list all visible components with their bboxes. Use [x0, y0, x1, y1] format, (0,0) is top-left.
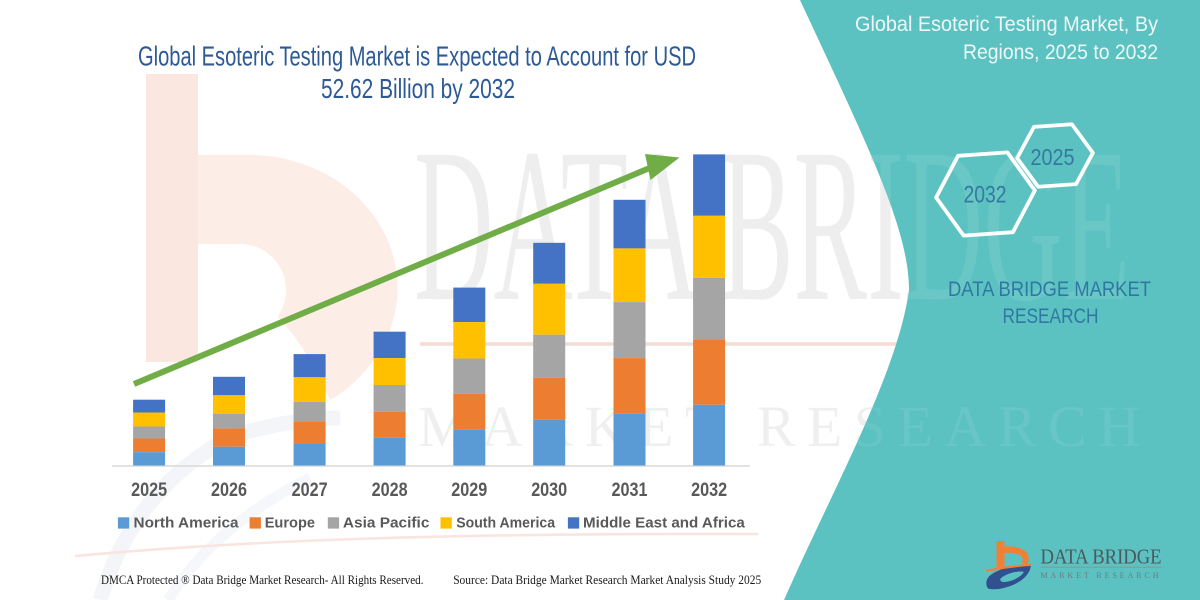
- svg-text:Global Esoteric Testing Market: Global Esoteric Testing Market, By: [855, 13, 1158, 36]
- svg-text:Source: Data Bridge Market Res: Source: Data Bridge Market Research Mark…: [453, 573, 761, 587]
- svg-text:2032: 2032: [964, 182, 1007, 209]
- svg-text:2025: 2025: [131, 480, 167, 501]
- svg-text:2027: 2027: [292, 480, 328, 501]
- svg-text:2029: 2029: [451, 480, 487, 501]
- svg-text:Europe: Europe: [265, 515, 315, 532]
- svg-text:DATA BRIDGE: DATA BRIDGE: [1041, 545, 1162, 569]
- svg-text:RESEARCH: RESEARCH: [1003, 304, 1099, 328]
- svg-text:2025: 2025: [1031, 144, 1075, 170]
- svg-text:DMCA Protected ® Data Bridge M: DMCA Protected ® Data Bridge Market Rese…: [101, 573, 424, 587]
- svg-text:2031: 2031: [612, 480, 648, 501]
- svg-text:Middle East and Africa: Middle East and Africa: [583, 515, 745, 532]
- svg-text:South America: South America: [456, 515, 556, 532]
- svg-text:North America: North America: [134, 515, 240, 532]
- svg-text:DATA BRIDGE MARKET: DATA BRIDGE MARKET: [948, 277, 1151, 301]
- svg-text:2026: 2026: [211, 480, 247, 501]
- svg-text:2032: 2032: [691, 480, 727, 501]
- svg-text:52.62 Billion by 2032: 52.62 Billion by 2032: [321, 73, 515, 104]
- svg-text:Asia Pacific: Asia Pacific: [343, 515, 430, 532]
- svg-text:Global Esoteric Testing Market: Global Esoteric Testing Market is Expect…: [138, 41, 696, 72]
- svg-text:2030: 2030: [531, 480, 567, 501]
- svg-text:MARKET RESEARCH: MARKET RESEARCH: [1041, 571, 1159, 580]
- svg-text:2028: 2028: [372, 480, 408, 501]
- svg-text:Regions, 2025 to 2032: Regions, 2025 to 2032: [963, 41, 1158, 64]
